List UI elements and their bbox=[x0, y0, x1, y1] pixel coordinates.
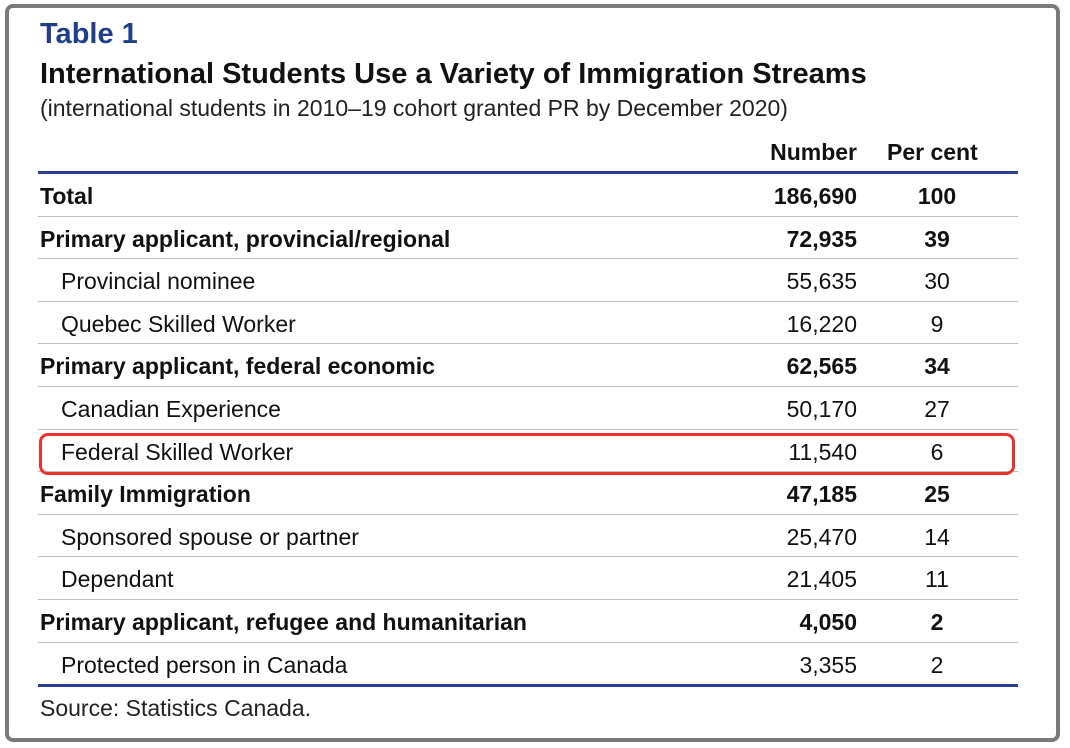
row-percent: 6 bbox=[930, 438, 944, 465]
row-label: Primary applicant, refugee and humanitar… bbox=[40, 608, 527, 635]
row-percent: 14 bbox=[924, 523, 950, 550]
row-label: Primary applicant, federal economic bbox=[40, 353, 435, 380]
row-label: Protected person in Canada bbox=[61, 651, 348, 678]
row-percent: 30 bbox=[924, 268, 950, 295]
row-label: Canadian Experience bbox=[61, 395, 281, 422]
row-label: Federal Skilled Worker bbox=[61, 438, 294, 465]
row-number: 25,470 bbox=[786, 523, 857, 550]
row-percent: 25 bbox=[924, 481, 950, 508]
row-percent: 27 bbox=[924, 395, 950, 422]
column-header-number: Number bbox=[770, 139, 857, 165]
row-number: 50,170 bbox=[786, 395, 857, 422]
table-row: Primary applicant, refugee and humanitar… bbox=[38, 600, 1018, 643]
row-number: 186,690 bbox=[773, 183, 857, 209]
row-label: Primary applicant, provincial/regional bbox=[40, 225, 451, 252]
row-number: 62,565 bbox=[786, 353, 857, 380]
table-row: Canadian Experience 50,170 27 bbox=[38, 387, 1018, 430]
table-row: Primary applicant, provincial/regional 7… bbox=[38, 217, 1018, 260]
row-percent: 34 bbox=[924, 353, 950, 380]
header-rule bbox=[38, 171, 1018, 174]
row-number: 72,935 bbox=[786, 225, 857, 252]
table-row: Quebec Skilled Worker 16,220 9 bbox=[38, 302, 1018, 345]
row-percent: 2 bbox=[930, 608, 944, 635]
row-percent: 100 bbox=[917, 183, 957, 209]
table-row: Sponsored spouse or partner 25,470 14 bbox=[38, 515, 1018, 558]
footer-rule bbox=[38, 684, 1018, 687]
row-label: Family Immigration bbox=[40, 481, 251, 508]
table-row: Total 186,690 100 bbox=[38, 174, 1018, 217]
table-title: International Students Use a Variety of … bbox=[40, 58, 867, 90]
row-number: 3,355 bbox=[799, 651, 857, 678]
column-header-percent: Per cent bbox=[887, 139, 978, 165]
source-note: Source: Statistics Canada. bbox=[40, 695, 312, 721]
row-number: 47,185 bbox=[786, 481, 857, 508]
row-label: Quebec Skilled Worker bbox=[61, 310, 296, 337]
row-label: Dependant bbox=[61, 566, 174, 593]
row-percent: 11 bbox=[925, 566, 949, 593]
table-number-label: Table 1 bbox=[40, 18, 138, 50]
table-row: Primary applicant, federal economic 62,5… bbox=[38, 344, 1018, 387]
table-row: Dependant 21,405 11 bbox=[38, 557, 1018, 600]
row-number: 4,050 bbox=[799, 608, 857, 635]
table-row: Federal Skilled Worker 11,540 6 bbox=[38, 430, 1018, 473]
table-row: Provincial nominee 55,635 30 bbox=[38, 259, 1018, 302]
row-number: 11,540 bbox=[788, 438, 857, 465]
table-body: Total 186,690 100 Primary applicant, pro… bbox=[38, 174, 1018, 685]
table-frame bbox=[5, 4, 1060, 742]
table-row: Protected person in Canada 3,355 2 bbox=[38, 643, 1018, 686]
row-label: Total bbox=[40, 183, 94, 209]
row-percent: 39 bbox=[924, 225, 950, 252]
row-percent: 9 bbox=[930, 310, 944, 337]
row-percent: 2 bbox=[930, 651, 944, 678]
row-number: 55,635 bbox=[786, 268, 857, 295]
row-label: Provincial nominee bbox=[61, 268, 256, 295]
row-number: 16,220 bbox=[786, 310, 857, 337]
row-label: Sponsored spouse or partner bbox=[61, 523, 359, 550]
row-number: 21,405 bbox=[786, 566, 857, 593]
table-subtitle: (international students in 2010–19 cohor… bbox=[40, 95, 788, 121]
table-row: Family Immigration 47,185 25 bbox=[38, 472, 1018, 515]
